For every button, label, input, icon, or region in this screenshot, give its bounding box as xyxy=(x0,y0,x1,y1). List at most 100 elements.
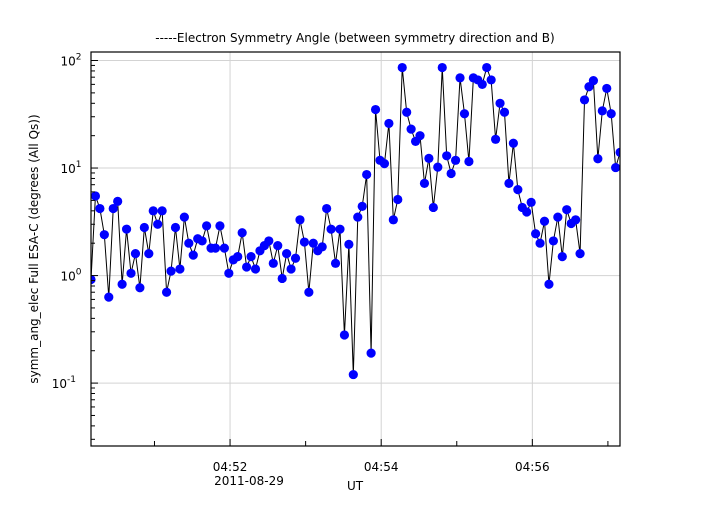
data-point xyxy=(135,283,145,293)
data-point xyxy=(428,202,438,213)
data-point xyxy=(495,98,505,108)
data-point xyxy=(322,203,332,214)
data-point xyxy=(139,222,149,233)
data-point xyxy=(406,124,416,134)
data-point xyxy=(113,196,123,206)
data-point xyxy=(402,107,412,117)
data-point xyxy=(588,76,599,86)
data-point xyxy=(170,222,181,233)
data-point xyxy=(526,197,536,207)
data-point xyxy=(477,79,487,89)
x-axis-label: UT xyxy=(347,479,364,493)
data-point xyxy=(579,95,590,105)
data-point xyxy=(339,330,350,340)
data-point xyxy=(210,243,221,253)
data-point xyxy=(175,264,185,274)
data-point xyxy=(615,147,620,157)
data-point xyxy=(201,221,212,231)
data-point xyxy=(548,236,558,246)
data-point xyxy=(317,242,327,252)
data-point xyxy=(557,252,567,262)
data-point xyxy=(233,252,243,262)
data-point xyxy=(268,258,278,268)
data-point xyxy=(273,240,283,251)
data-point xyxy=(464,156,474,167)
data-point xyxy=(197,236,207,246)
y-tick-label: 10-1 xyxy=(52,375,76,391)
data-point xyxy=(459,109,470,119)
x-tick-label: 04:54 xyxy=(364,460,399,474)
data-point xyxy=(91,274,96,285)
data-point xyxy=(277,273,287,284)
data-point xyxy=(179,212,189,222)
grid xyxy=(91,52,620,446)
data-point xyxy=(504,178,514,188)
data-point xyxy=(161,287,172,297)
data-point xyxy=(442,151,452,161)
data-point xyxy=(419,178,430,188)
data-point xyxy=(264,236,274,246)
data-point xyxy=(224,268,234,278)
data-point xyxy=(562,205,572,215)
data-point xyxy=(144,249,154,259)
data-point xyxy=(335,224,345,234)
series-line xyxy=(91,65,620,375)
data-point xyxy=(95,203,105,214)
data-point xyxy=(215,221,225,231)
axes: 10-1 100 101 102 04:52 04:54 04:56 xyxy=(52,53,609,474)
data-point xyxy=(553,212,563,222)
data-point xyxy=(237,228,247,238)
data-point xyxy=(219,243,229,253)
plot-frame xyxy=(90,51,621,447)
data-point xyxy=(153,219,163,229)
data-point xyxy=(379,158,390,169)
data-point xyxy=(304,287,314,297)
data-point xyxy=(415,131,425,141)
data-point xyxy=(246,252,256,262)
data-point xyxy=(357,201,367,211)
data-point xyxy=(597,106,607,116)
data-point xyxy=(250,264,261,274)
data-point xyxy=(544,279,554,289)
data-point xyxy=(455,73,465,83)
data-point xyxy=(348,369,358,380)
data-point xyxy=(286,264,296,274)
data-point xyxy=(242,262,252,272)
data-point xyxy=(482,62,492,73)
x-tick-label: 04:52 xyxy=(213,460,248,474)
data-point xyxy=(397,62,407,73)
chart-title: -----Electron Symmetry Angle (between sy… xyxy=(155,31,554,45)
data-point xyxy=(121,224,132,234)
data-point xyxy=(282,249,292,259)
data-point xyxy=(388,215,398,225)
data-point xyxy=(450,155,461,165)
data-point xyxy=(424,153,434,163)
data-point xyxy=(344,239,354,249)
data-point xyxy=(108,203,118,214)
data-point xyxy=(290,253,301,263)
data-point xyxy=(446,168,456,179)
data-point xyxy=(157,206,167,216)
data-point xyxy=(393,194,403,205)
data-point xyxy=(611,162,620,173)
data-point xyxy=(117,279,127,289)
date-label: 2011-08-29 xyxy=(214,474,284,488)
y-tick-label: 100 xyxy=(60,268,81,284)
data-point xyxy=(308,238,318,248)
data-point xyxy=(166,266,176,276)
data-point xyxy=(513,185,523,195)
data-point xyxy=(499,107,510,117)
data-point xyxy=(384,118,394,129)
data-point xyxy=(299,237,310,247)
data-point xyxy=(184,238,194,248)
data-point xyxy=(486,75,496,85)
data-point xyxy=(522,207,532,217)
data-point xyxy=(535,238,545,248)
data-point xyxy=(126,268,136,278)
y-tick-label: 102 xyxy=(60,53,81,69)
data-point xyxy=(366,348,376,358)
data-point xyxy=(130,249,141,259)
data-point xyxy=(531,229,541,239)
data-point xyxy=(326,224,336,234)
